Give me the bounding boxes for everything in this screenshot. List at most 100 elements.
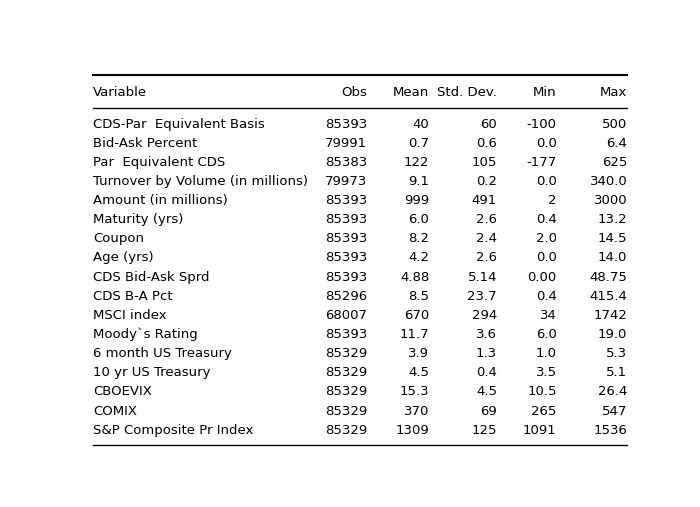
- Text: 625: 625: [602, 156, 627, 169]
- Text: 1.3: 1.3: [476, 347, 497, 360]
- Text: 2.6: 2.6: [476, 213, 497, 226]
- Text: 4.5: 4.5: [476, 385, 497, 399]
- Text: 85329: 85329: [325, 424, 367, 437]
- Text: Coupon: Coupon: [93, 232, 144, 245]
- Text: 1742: 1742: [594, 309, 627, 322]
- Text: 15.3: 15.3: [400, 385, 429, 399]
- Text: 4.5: 4.5: [408, 366, 429, 379]
- Text: 79991: 79991: [325, 137, 367, 150]
- Text: 0.2: 0.2: [476, 175, 497, 188]
- Text: 85393: 85393: [325, 118, 367, 131]
- Text: Max: Max: [600, 86, 627, 98]
- Text: 10 yr US Treasury: 10 yr US Treasury: [93, 366, 211, 379]
- Text: 2: 2: [548, 194, 556, 207]
- Text: 11.7: 11.7: [400, 328, 429, 341]
- Text: 2.0: 2.0: [536, 232, 556, 245]
- Text: 3.5: 3.5: [536, 366, 556, 379]
- Text: Std. Dev.: Std. Dev.: [438, 86, 497, 98]
- Text: 0.0: 0.0: [536, 251, 557, 265]
- Text: 265: 265: [531, 405, 556, 418]
- Text: 105: 105: [472, 156, 497, 169]
- Text: CDS-Par  Equivalent Basis: CDS-Par Equivalent Basis: [93, 118, 265, 131]
- Text: 85393: 85393: [325, 251, 367, 265]
- Text: Age (yrs): Age (yrs): [93, 251, 153, 265]
- Text: 85296: 85296: [325, 289, 367, 303]
- Text: Variable: Variable: [93, 86, 147, 98]
- Text: 1091: 1091: [523, 424, 556, 437]
- Text: 85329: 85329: [325, 366, 367, 379]
- Text: 1536: 1536: [594, 424, 627, 437]
- Text: 5.14: 5.14: [468, 271, 497, 283]
- Text: 0.0: 0.0: [536, 175, 557, 188]
- Text: 6.4: 6.4: [606, 137, 627, 150]
- Text: 3.9: 3.9: [408, 347, 429, 360]
- Text: 3.6: 3.6: [476, 328, 497, 341]
- Text: Min: Min: [533, 86, 556, 98]
- Text: 4.88: 4.88: [400, 271, 429, 283]
- Text: 8.2: 8.2: [408, 232, 429, 245]
- Text: 85383: 85383: [325, 156, 367, 169]
- Text: 3000: 3000: [594, 194, 627, 207]
- Text: 85393: 85393: [325, 271, 367, 283]
- Text: 125: 125: [472, 424, 497, 437]
- Text: 85393: 85393: [325, 232, 367, 245]
- Text: 0.4: 0.4: [536, 289, 557, 303]
- Text: 68007: 68007: [325, 309, 367, 322]
- Text: 13.2: 13.2: [598, 213, 627, 226]
- Text: 85393: 85393: [325, 213, 367, 226]
- Text: 491: 491: [472, 194, 497, 207]
- Text: 48.75: 48.75: [589, 271, 627, 283]
- Text: 34: 34: [540, 309, 557, 322]
- Text: 500: 500: [602, 118, 627, 131]
- Text: 2.6: 2.6: [476, 251, 497, 265]
- Text: CDS Bid-Ask Sprd: CDS Bid-Ask Sprd: [93, 271, 209, 283]
- Text: 8.5: 8.5: [408, 289, 429, 303]
- Text: 340.0: 340.0: [589, 175, 627, 188]
- Text: CDS B-A Pct: CDS B-A Pct: [93, 289, 173, 303]
- Text: 547: 547: [602, 405, 627, 418]
- Text: Bid-Ask Percent: Bid-Ask Percent: [93, 137, 197, 150]
- Text: 6 month US Treasury: 6 month US Treasury: [93, 347, 232, 360]
- Text: 0.6: 0.6: [476, 137, 497, 150]
- Text: 415.4: 415.4: [589, 289, 627, 303]
- Text: 40: 40: [412, 118, 429, 131]
- Text: -100: -100: [527, 118, 556, 131]
- Text: 69: 69: [480, 405, 497, 418]
- Text: 85329: 85329: [325, 385, 367, 399]
- Text: 6.0: 6.0: [536, 328, 557, 341]
- Text: 85393: 85393: [325, 194, 367, 207]
- Text: Amount (in millions): Amount (in millions): [93, 194, 228, 207]
- Text: CBOEVIX: CBOEVIX: [93, 385, 152, 399]
- Text: MSCI index: MSCI index: [93, 309, 167, 322]
- Text: 23.7: 23.7: [468, 289, 497, 303]
- Text: Mean: Mean: [393, 86, 429, 98]
- Text: 4.2: 4.2: [408, 251, 429, 265]
- Text: -177: -177: [526, 156, 556, 169]
- Text: Moody`s Rating: Moody`s Rating: [93, 328, 197, 341]
- Text: 10.5: 10.5: [527, 385, 556, 399]
- Text: 85329: 85329: [325, 405, 367, 418]
- Text: 999: 999: [404, 194, 429, 207]
- Text: 5.3: 5.3: [606, 347, 627, 360]
- Text: 85393: 85393: [325, 328, 367, 341]
- Text: 60: 60: [480, 118, 497, 131]
- Text: 0.4: 0.4: [476, 366, 497, 379]
- Text: 26.4: 26.4: [598, 385, 627, 399]
- Text: 14.5: 14.5: [598, 232, 627, 245]
- Text: 0.4: 0.4: [536, 213, 557, 226]
- Text: 0.7: 0.7: [408, 137, 429, 150]
- Text: 5.1: 5.1: [606, 366, 627, 379]
- Text: Obs: Obs: [341, 86, 367, 98]
- Text: 0.00: 0.00: [528, 271, 556, 283]
- Text: COMIX: COMIX: [93, 405, 137, 418]
- Text: 1.0: 1.0: [536, 347, 556, 360]
- Text: 370: 370: [404, 405, 429, 418]
- Text: 0.0: 0.0: [536, 137, 557, 150]
- Text: S&P Composite Pr Index: S&P Composite Pr Index: [93, 424, 253, 437]
- Text: Par  Equivalent CDS: Par Equivalent CDS: [93, 156, 225, 169]
- Text: 85329: 85329: [325, 347, 367, 360]
- Text: 79973: 79973: [325, 175, 367, 188]
- Text: 19.0: 19.0: [598, 328, 627, 341]
- Text: 9.1: 9.1: [408, 175, 429, 188]
- Text: 2.4: 2.4: [476, 232, 497, 245]
